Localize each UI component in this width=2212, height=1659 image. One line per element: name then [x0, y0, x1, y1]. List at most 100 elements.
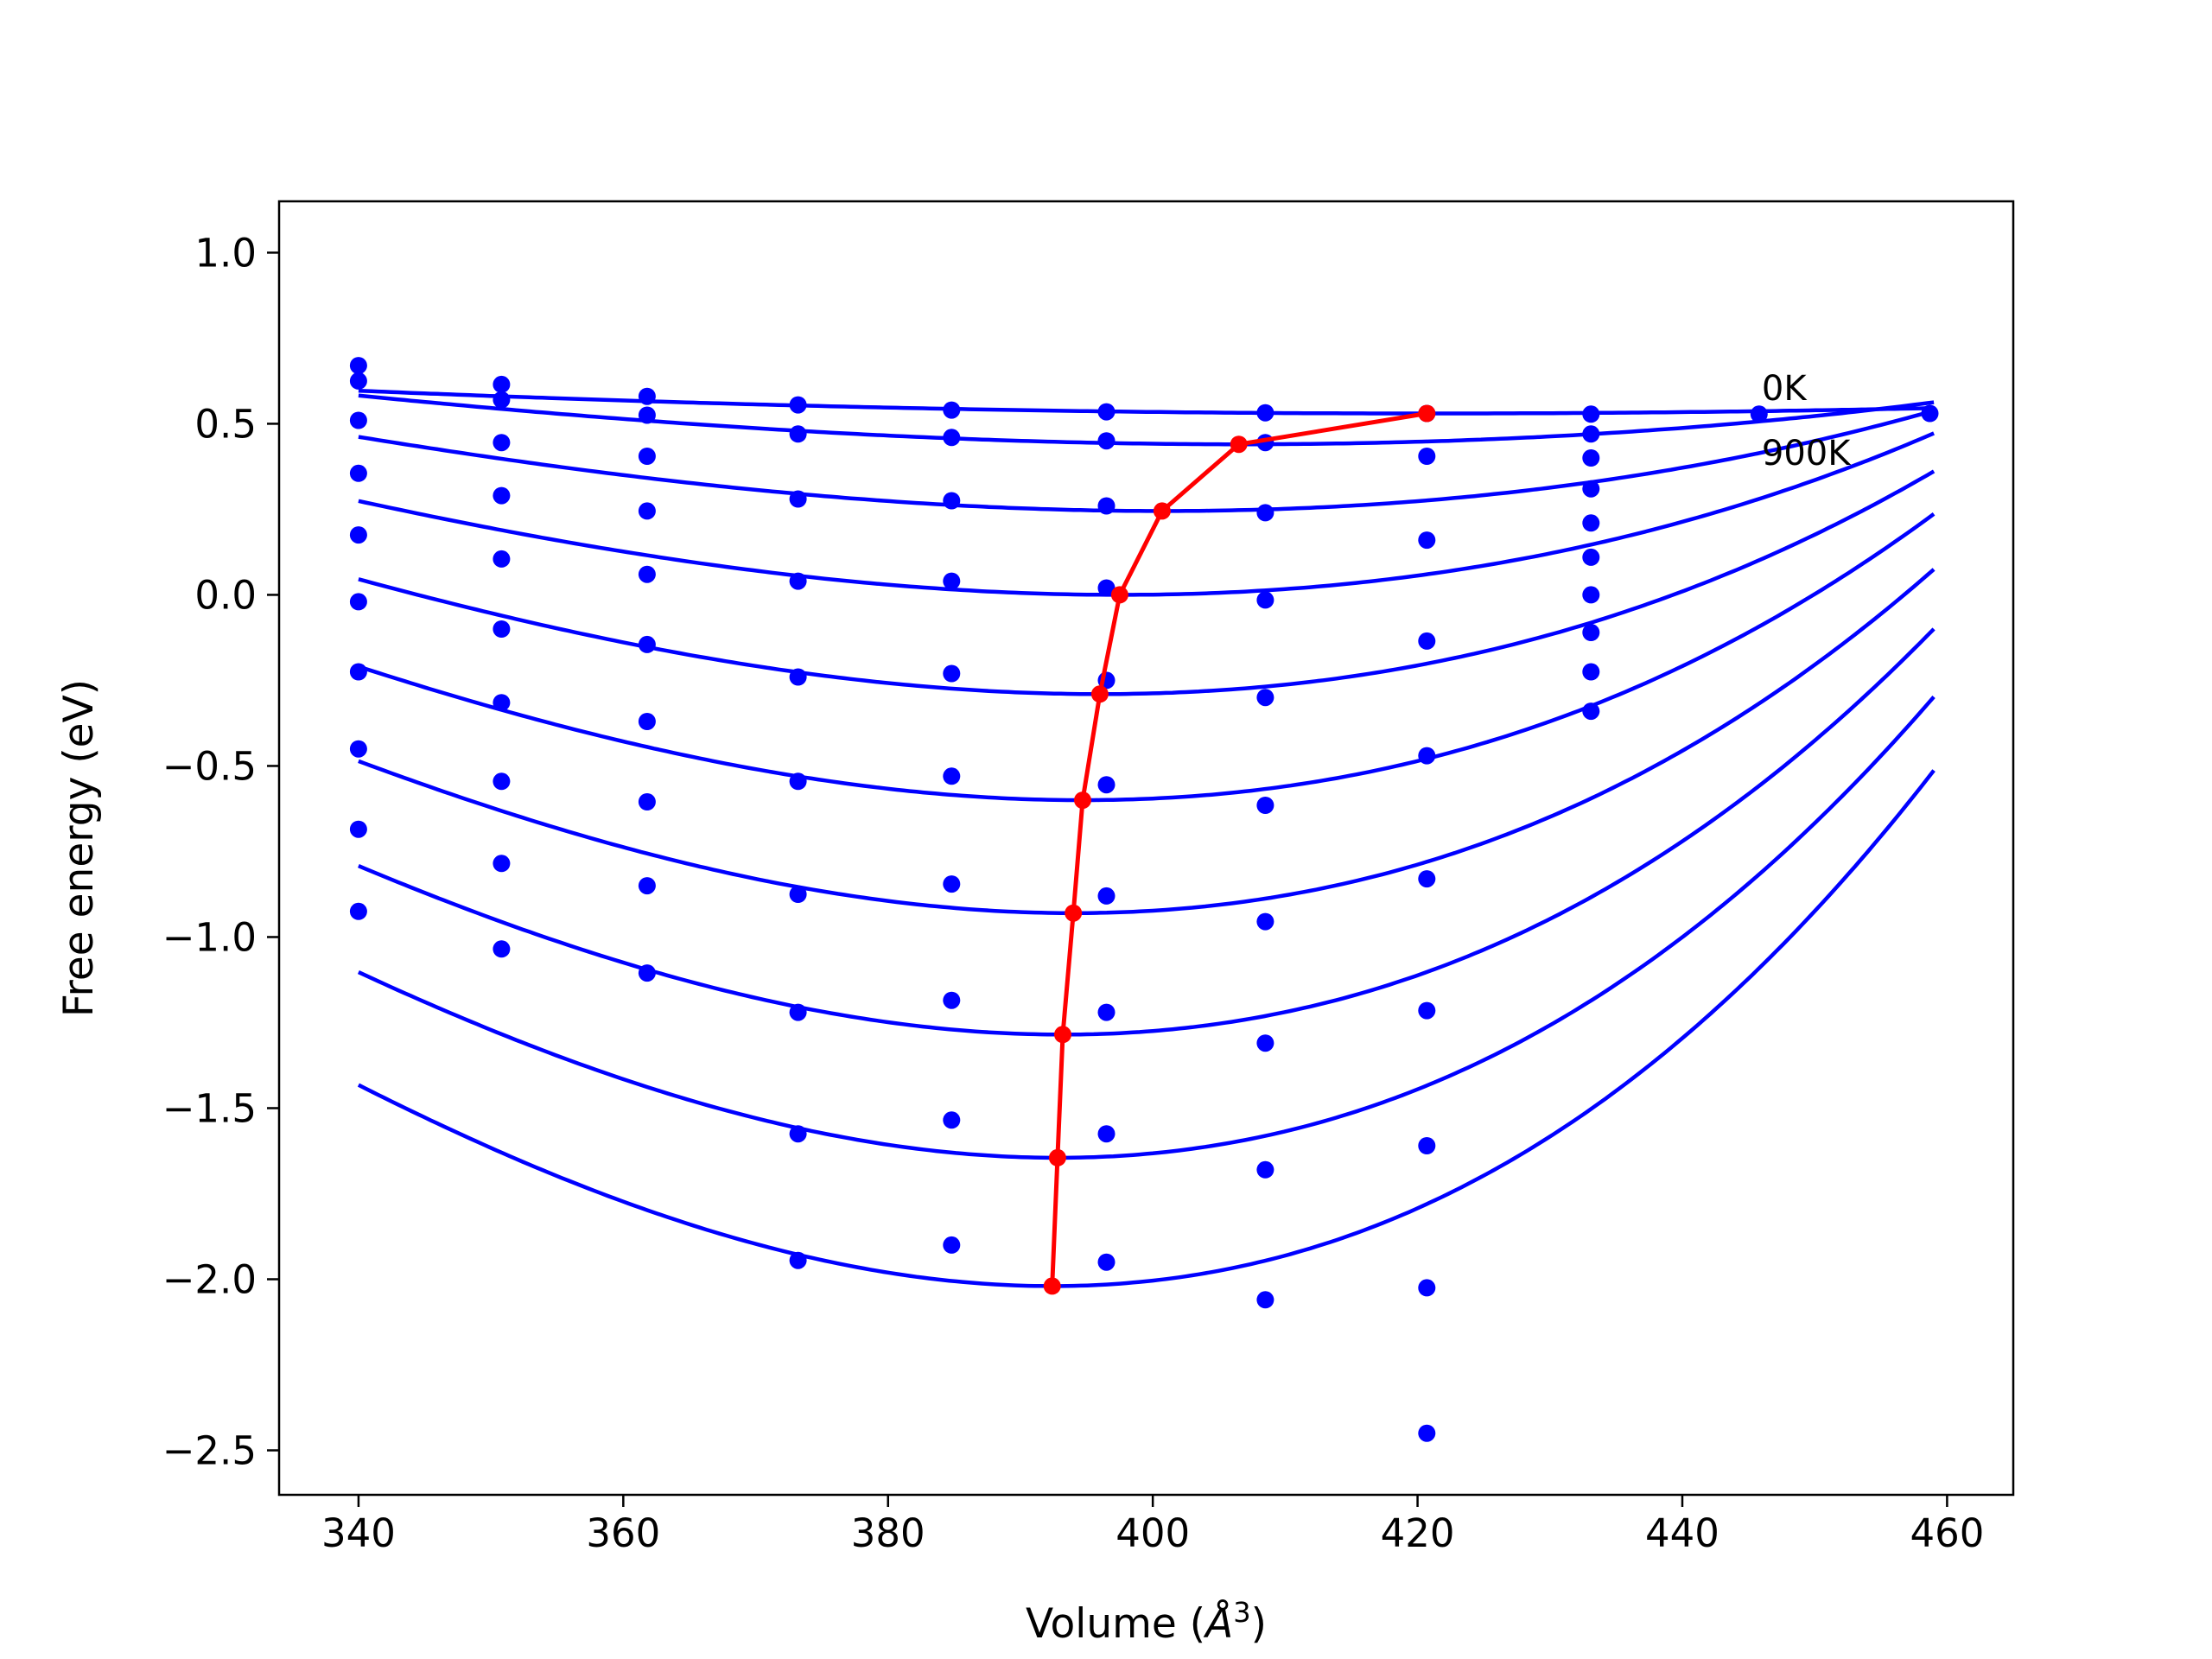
data-point-9-7 — [1418, 1424, 1436, 1442]
data-point-8-5 — [1097, 1125, 1116, 1143]
data-point-4-7 — [1418, 747, 1436, 765]
data-point-1-7 — [1418, 448, 1436, 465]
data-point-6-4 — [943, 875, 961, 893]
data-point-7-6 — [1256, 1034, 1274, 1052]
data-point-0-3 — [789, 396, 807, 414]
data-point-8-2 — [638, 877, 656, 895]
data-point-9-3 — [789, 1251, 807, 1269]
data-point-0-1 — [493, 375, 511, 393]
data-point-2-0 — [349, 411, 367, 429]
data-point-8-4 — [943, 1111, 961, 1129]
data-point-7-4 — [943, 991, 961, 1009]
y-tick-label-3: −0.5 — [162, 743, 257, 789]
annotations: 0K 900K — [1762, 369, 1852, 474]
data-point-9-8 — [1582, 702, 1600, 721]
data-point-5-0 — [349, 593, 367, 611]
data-point-4-4 — [943, 664, 961, 683]
data-point-1-2 — [638, 406, 656, 424]
data-point-9-5 — [1097, 1253, 1116, 1271]
data-point-3-6 — [1256, 591, 1274, 609]
data-point-5-1 — [493, 620, 511, 638]
x-tick-label-1: 360 — [586, 1510, 660, 1556]
data-point-5-2 — [638, 635, 656, 653]
equilibrium-path — [1050, 411, 1427, 1287]
data-point-7-7 — [1418, 1137, 1436, 1154]
data-point-6-5 — [1097, 887, 1116, 905]
equilibrium-point-9 — [1043, 1277, 1061, 1295]
data-point-9-2 — [638, 964, 656, 982]
data-point-6-3 — [789, 886, 807, 903]
data-point-3-5 — [1097, 579, 1116, 597]
data-point-4-3 — [789, 668, 807, 686]
x-tick-label-2: 380 — [851, 1510, 925, 1556]
equilibrium-point-6 — [1065, 904, 1083, 922]
y-tick-label-7: −2.5 — [162, 1428, 257, 1474]
data-point-8-3 — [789, 1125, 807, 1143]
data-point-5-3 — [789, 772, 807, 791]
annotation-0: 0K — [1762, 369, 1808, 409]
data-point-3-1 — [493, 486, 511, 505]
fit-curve-3 — [358, 431, 1935, 597]
data-point-1-5 — [1097, 432, 1116, 450]
data-point-8-8 — [1582, 663, 1600, 681]
data-point-5-8 — [1582, 548, 1600, 566]
fit-curve-9 — [357, 769, 1936, 1288]
data-point-1-3 — [789, 425, 807, 443]
data-point-0-10 — [1921, 404, 1939, 423]
data-point-3-4 — [943, 572, 961, 590]
x-axis-label: Volume (Å3) — [1026, 1596, 1267, 1648]
x-axis-label-text: Volume ( — [1026, 1600, 1205, 1648]
plot-frame — [277, 200, 2015, 1497]
data-point-8-7 — [1418, 1279, 1436, 1297]
data-point-4-2 — [638, 565, 656, 583]
data-point-2-6 — [1256, 504, 1274, 522]
data-point-2-3 — [789, 490, 807, 508]
data-point-1-8 — [1582, 425, 1600, 443]
data-point-0-2 — [638, 387, 656, 405]
y-tick-label-5: −1.5 — [162, 1085, 257, 1131]
y-tick-label-0: 1.0 — [194, 230, 257, 276]
data-point-2-7 — [1418, 531, 1436, 550]
x-axis-ticks: 340 360 380 400 420 440 460 — [321, 1495, 1984, 1556]
data-point-0-6 — [1256, 404, 1274, 422]
fit-curve-2 — [358, 409, 1935, 513]
equilibrium-point-3 — [1110, 586, 1128, 604]
data-point-6-0 — [349, 663, 367, 681]
data-point-9-4 — [943, 1236, 961, 1254]
data-point-1-4 — [943, 429, 961, 447]
data-point-2-2 — [638, 448, 656, 465]
equilibrium-point-1 — [1230, 435, 1248, 454]
data-point-9-0 — [349, 902, 367, 920]
data-point-9-6 — [1256, 1291, 1274, 1309]
equilibrium-point-0 — [1418, 404, 1436, 423]
data-point-5-7 — [1418, 870, 1436, 888]
data-point-8-6 — [1256, 1160, 1274, 1179]
fit-curve-4 — [358, 469, 1936, 696]
data-point-2-5 — [1097, 497, 1116, 515]
equilibrium-point-2 — [1153, 502, 1171, 520]
y-tick-label-4: −1.0 — [162, 914, 257, 960]
data-point-8-0 — [349, 820, 367, 838]
data-point-3-2 — [638, 502, 656, 520]
data-point-0-4 — [943, 401, 961, 419]
equilibrium-line — [1043, 404, 1436, 1295]
x-axis-label-unit: Å — [1203, 1600, 1233, 1648]
data-point-0-0 — [349, 357, 367, 375]
equilibrium-point-8 — [1048, 1148, 1066, 1166]
data-point-7-1 — [493, 772, 511, 791]
data-point-7-2 — [638, 793, 656, 810]
x-tick-label-0: 340 — [321, 1510, 396, 1556]
fit-curve-1 — [358, 393, 1935, 447]
data-point-5-5 — [1097, 776, 1116, 794]
fit-curves — [357, 388, 1936, 1288]
data-point-0-9 — [1750, 405, 1768, 423]
data-point-3-3 — [789, 572, 807, 590]
data-point-1-1 — [493, 391, 511, 409]
equilibrium-point-4 — [1090, 685, 1109, 703]
data-point-6-8 — [1582, 586, 1600, 604]
data-point-3-8 — [1582, 480, 1600, 498]
data-point-4-8 — [1582, 514, 1600, 532]
fit-curve-8 — [357, 696, 1936, 1160]
x-tick-label-6: 460 — [1910, 1510, 1984, 1556]
data-point-2-4 — [943, 492, 961, 510]
